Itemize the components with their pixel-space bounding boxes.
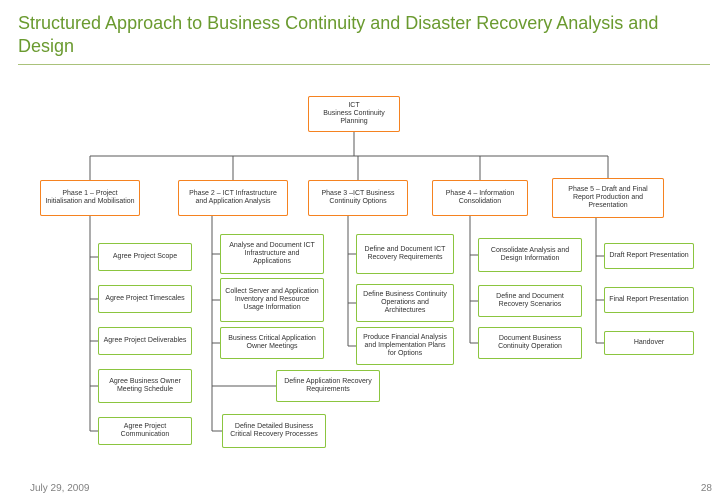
phase5-task-1: Final Report Presentation	[604, 287, 694, 313]
phase2-box: Phase 2 – ICT Infrastructure and Applica…	[178, 180, 288, 216]
footer-date: July 29, 2009	[30, 483, 90, 494]
phase3-task-1: Define Business Continuity Operations an…	[356, 284, 454, 322]
phase1-task-1: Agree Project Timescales	[98, 285, 192, 313]
root-box: ICT Business Continuity Planning	[308, 96, 400, 132]
phase1-task-2: Agree Project Deliverables	[98, 327, 192, 355]
phase2-task-1: Collect Server and Application Inventory…	[220, 278, 324, 322]
footer-page: 28	[701, 483, 712, 494]
phase3-task-2: Produce Financial Analysis and Implement…	[356, 327, 454, 365]
phase4-task-1: Define and Document Recovery Scenarios	[478, 285, 582, 317]
phase5-box: Phase 5 – Draft and Final Report Product…	[552, 178, 664, 218]
phase2-task-4: Define Detailed Business Critical Recove…	[222, 414, 326, 448]
phase5-task-2: Handover	[604, 331, 694, 355]
phase2-task-3: Define Application Recovery Requirements	[276, 370, 380, 402]
phase1-task-0: Agree Project Scope	[98, 243, 192, 271]
phase4-task-0: Consolidate Analysis and Design Informat…	[478, 238, 582, 272]
title-rule	[18, 64, 710, 65]
phase2-task-2: Business Critical Application Owner Meet…	[220, 327, 324, 359]
phase3-box: Phase 3 –ICT Business Continuity Options	[308, 180, 408, 216]
phase4-box: Phase 4 – Information Consolidation	[432, 180, 528, 216]
page-title: Structured Approach to Business Continui…	[18, 12, 698, 57]
phase1-task-3: Agree Business Owner Meeting Schedule	[98, 369, 192, 403]
phase2-task-0: Analyse and Document ICT Infrastructure …	[220, 234, 324, 274]
phase5-task-0: Draft Report Presentation	[604, 243, 694, 269]
phase4-task-2: Document Business Continuity Operation	[478, 327, 582, 359]
phase3-task-0: Define and Document ICT Recovery Require…	[356, 234, 454, 274]
phase1-task-4: Agree Project Communication	[98, 417, 192, 445]
phase1-box: Phase 1 – Project Initialisation and Mob…	[40, 180, 140, 216]
